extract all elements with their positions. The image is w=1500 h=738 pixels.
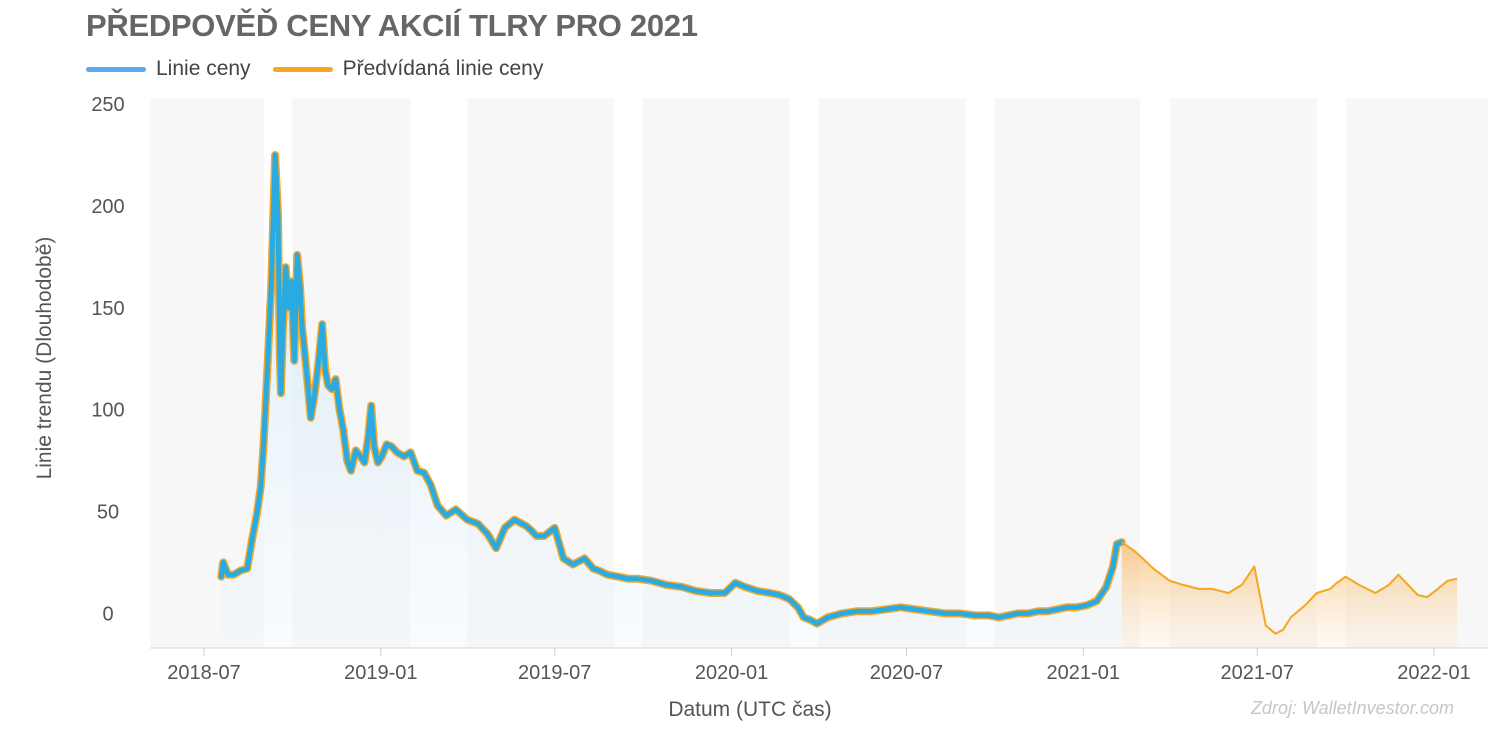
y-tick-label: 150	[91, 298, 124, 320]
forecast-line	[1121, 541, 1458, 635]
x-tick-label: 2021-01	[1047, 662, 1120, 684]
legend-swatch-forecast	[272, 66, 333, 72]
y-tick-label: 0	[102, 603, 113, 625]
price-line	[218, 152, 1125, 627]
x-tick-label: 2022-01	[1397, 662, 1470, 684]
grid-band	[1345, 98, 1488, 648]
legend-swatch-price	[86, 66, 146, 72]
legend: Linie ceny Předvídaná linie ceny	[86, 56, 565, 82]
x-tick-label: 2021-07	[1220, 662, 1293, 684]
legend-label-price: Linie ceny	[156, 57, 251, 80]
grid-band	[150, 98, 264, 648]
y-axis-label: Linie trendu (Dlouhodobě)	[33, 237, 56, 480]
forecast-area	[1121, 542, 1458, 648]
grid-band	[643, 98, 790, 648]
x-tick-label: 2020-01	[695, 662, 768, 684]
legend-item-price[interactable]: Linie ceny	[86, 57, 251, 81]
x-tick-label: 2019-07	[518, 662, 591, 684]
price-area	[221, 155, 1122, 648]
x-axis-label: Datum (UTC čas)	[668, 698, 831, 721]
grid-band	[819, 98, 967, 648]
x-tick-label: 2018-07	[167, 662, 240, 684]
y-tick-label: 250	[91, 94, 124, 116]
y-tick-label: 100	[91, 400, 124, 422]
legend-label-forecast: Předvídaná linie ceny	[342, 57, 544, 80]
chart-title: PŘEDPOVĚĎ CENY AKCIÍ TLRY PRO 2021	[86, 8, 698, 43]
x-tick-label: 2020-07	[870, 662, 943, 684]
grid-band	[1169, 98, 1317, 648]
legend-item-forecast[interactable]: Předvídaná linie ceny	[272, 57, 544, 81]
source-note: Zdroj: WalletInvestor.com	[1250, 698, 1454, 718]
x-tick-label: 2019-01	[344, 662, 417, 684]
y-tick-label: 50	[97, 502, 119, 524]
y-tick-label: 200	[91, 196, 124, 218]
